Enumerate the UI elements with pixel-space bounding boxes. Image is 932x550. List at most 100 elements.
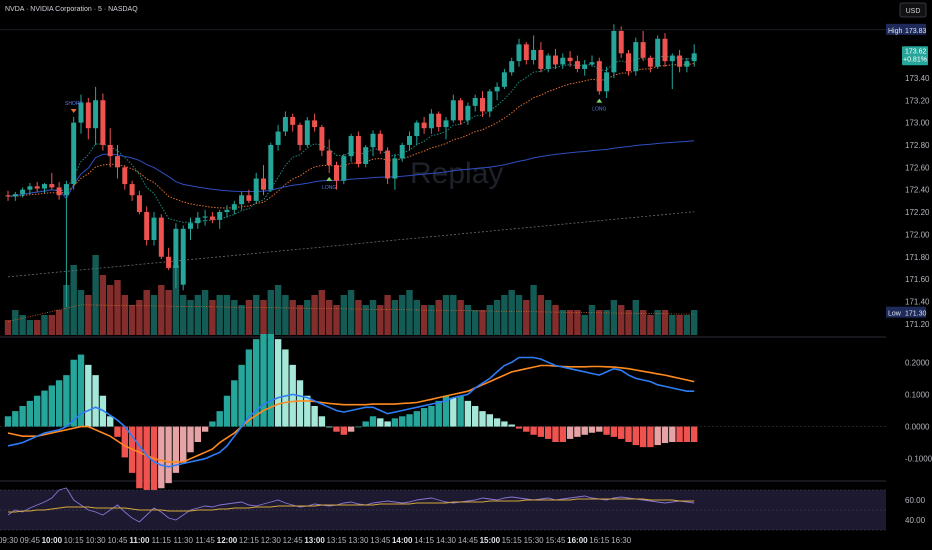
macd-histogram-bar (479, 411, 486, 427)
macd-histogram-bar (180, 426, 187, 463)
volume-bar (260, 300, 267, 335)
volume-bar (107, 285, 114, 335)
macd-histogram-bar (143, 426, 150, 494)
volume-bar (581, 315, 588, 335)
time-axis-tick: 16:15 (589, 536, 610, 545)
candle-body (385, 150, 391, 179)
macd-histogram-bar (121, 426, 128, 458)
candle-body (472, 98, 478, 106)
volume-bar (603, 310, 610, 335)
price-axis-tick: 173.40 (905, 74, 930, 83)
macd-histogram-bar (369, 416, 377, 427)
volume-bar (676, 315, 683, 335)
candle-body (618, 30, 624, 54)
macd-axis-tick: 0.0000 (905, 423, 930, 432)
macd-histogram-bar (223, 395, 231, 427)
volume-bar (566, 310, 574, 335)
candle-body (436, 113, 442, 128)
candle-body (538, 49, 544, 69)
macd-histogram-bar (523, 426, 530, 432)
price-axis-tick: 171.40 (905, 297, 930, 306)
time-axis-tick: 11:00 (129, 536, 150, 545)
volume-bar (639, 310, 647, 335)
time-axis-tick: 14:00 (392, 536, 413, 545)
volume-bar (406, 290, 413, 335)
high-label-name: High (888, 28, 903, 35)
macd-histogram-bar (245, 349, 253, 427)
candle-body (414, 122, 420, 137)
candle-body (78, 102, 84, 123)
candle-body (553, 55, 558, 65)
candle-body (239, 195, 245, 205)
macd-histogram-bar (399, 416, 406, 427)
volume-bar (267, 290, 274, 335)
volume-bar (70, 265, 77, 335)
macd-line (7, 356, 695, 468)
volume-bar (669, 315, 676, 335)
macd-histogram-bar (632, 426, 639, 446)
candle-body (209, 216, 215, 220)
rsi-axis-tick: 40.00 (905, 516, 926, 525)
macd-histogram-bar (618, 426, 625, 439)
last-price-change: +0.81% (903, 56, 927, 63)
macd-histogram-bar (588, 426, 596, 433)
macd-histogram-bar (362, 421, 369, 427)
macd-histogram-bar (318, 416, 326, 427)
volume-ma-line (7, 304, 695, 322)
volume-bar (647, 315, 654, 335)
candle-body (246, 195, 252, 201)
volume-bar (464, 305, 472, 335)
short-signal-label: SHORT (65, 101, 82, 107)
macd-histogram-bar (661, 426, 669, 444)
candle-body (640, 42, 646, 58)
volume-bar (501, 295, 508, 335)
volume-bar (223, 295, 231, 335)
macd-histogram-bar (435, 400, 442, 427)
candle-body (49, 184, 55, 188)
volume-bar (333, 305, 340, 335)
macd-histogram-bar (19, 406, 26, 427)
price-axis-tick: 172.20 (905, 208, 930, 217)
volume-bar (77, 290, 85, 335)
time-axis-tick: 13:30 (348, 536, 369, 545)
macd-histogram-bar (566, 426, 574, 439)
volume-bar (377, 305, 384, 335)
volume-bar (48, 315, 55, 335)
macd-histogram-bar (625, 426, 632, 442)
macd-histogram-bar (326, 426, 333, 428)
candle-body (494, 86, 500, 92)
candle-body (633, 42, 639, 72)
volume-bar (537, 295, 545, 335)
candle-body (428, 113, 434, 129)
macd-histogram-bar (282, 349, 289, 427)
currency-label: USD (906, 8, 921, 15)
currency-button[interactable] (899, 2, 927, 18)
candle-body (144, 212, 150, 240)
candle-body (158, 217, 164, 257)
macd-histogram-bar (472, 406, 479, 427)
volume-bar (559, 310, 566, 335)
macd-histogram-bar (55, 380, 63, 427)
candle-body (450, 100, 456, 121)
candle-body (188, 223, 193, 229)
time-axis-tick: 12:00 (217, 536, 238, 545)
candle-body (589, 62, 595, 65)
candle-body (261, 178, 266, 190)
volume-bar (231, 300, 238, 335)
candle-body (363, 147, 369, 164)
candle-body (85, 102, 91, 129)
candle-body (407, 136, 412, 145)
low-label-box (886, 306, 926, 318)
macd-histogram-bar (639, 426, 647, 448)
candle-body (319, 127, 325, 151)
candle-body (180, 228, 186, 285)
time-axis-tick: 10:30 (86, 536, 107, 545)
macd-histogram-bar (311, 406, 318, 427)
volume-bar (428, 305, 435, 335)
macd-histogram-bar (150, 426, 158, 494)
candle-body (567, 57, 573, 62)
time-axis-tick: 14:15 (414, 536, 435, 545)
volume-bar (472, 310, 479, 335)
volume-bar (128, 305, 136, 335)
